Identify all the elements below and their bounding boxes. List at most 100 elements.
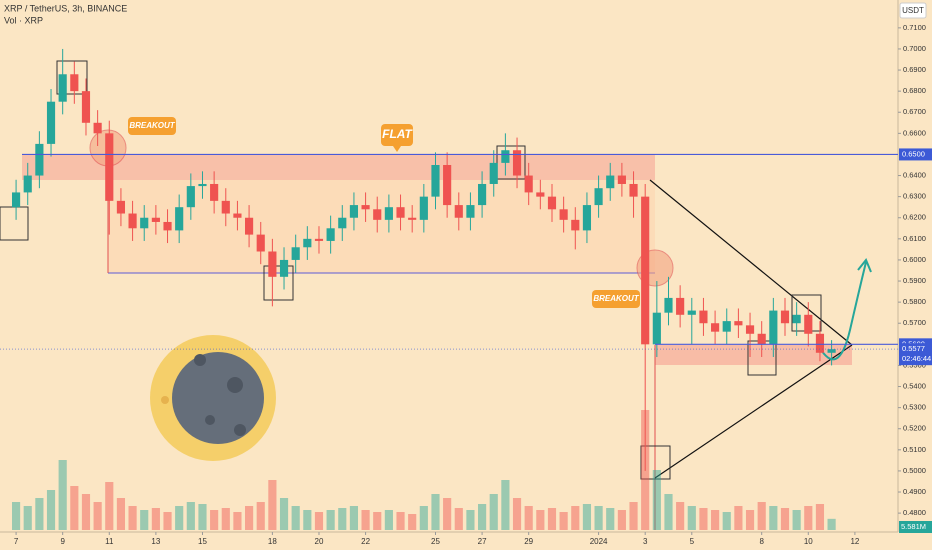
candle-body [93, 122, 102, 134]
candle-body [70, 74, 79, 92]
y-tick-label: 0.4800 [903, 508, 926, 517]
volume-bar [245, 506, 254, 530]
x-tick-label: 5 [690, 537, 695, 546]
candle-body [338, 217, 347, 229]
candle-body [757, 333, 766, 345]
volume-bar [198, 504, 207, 530]
candle-body [827, 349, 836, 353]
candle-body [175, 207, 184, 231]
x-tick-label: 9 [60, 537, 65, 546]
candle-body [547, 196, 557, 210]
candle-body [11, 192, 21, 208]
volume-bar [373, 512, 382, 530]
volume-bar [233, 512, 242, 530]
volume-bar [186, 502, 195, 530]
volume-bar [431, 494, 440, 530]
volume-bar [361, 510, 370, 530]
y-tick-label: 0.5400 [903, 382, 926, 391]
currency: USDT [902, 6, 924, 15]
candle-body [151, 217, 160, 222]
y-tick-label: 0.5200 [903, 424, 926, 433]
box [496, 145, 526, 180]
y-tick-label: 0.6900 [903, 65, 926, 74]
volume-value-label: 5.581M [901, 522, 926, 531]
y-tick-label: 0.4900 [903, 487, 926, 496]
x-tick-label: 10 [804, 537, 813, 546]
candle-body [23, 175, 32, 193]
x-tick-label: 15 [198, 537, 207, 546]
candle-body [711, 323, 720, 332]
volume-bar [58, 460, 67, 530]
volume-bar [279, 498, 289, 530]
volume-bar [443, 498, 452, 530]
x-tick-label: 18 [268, 537, 277, 546]
y-tick-label: 0.5000 [903, 466, 926, 475]
volume-bar [291, 506, 300, 530]
x-tick-label: 27 [478, 537, 487, 546]
candle-body [606, 175, 615, 189]
candle-body [524, 175, 533, 193]
volume-bar [419, 506, 428, 530]
candle-body [233, 213, 242, 218]
candle-body [536, 192, 545, 197]
candle-body [81, 91, 91, 123]
volume-bar [617, 510, 626, 530]
candle-body [769, 310, 778, 345]
y-tick-label: 0.5800 [903, 297, 926, 306]
volume-bar [687, 506, 696, 530]
y-tick-label: 0.6700 [903, 107, 926, 116]
volume-bar [349, 506, 359, 530]
candle-body [373, 209, 382, 220]
volume-bar [606, 508, 615, 530]
candle-body [105, 133, 114, 201]
volume-bar [163, 512, 172, 530]
candle-body [408, 217, 417, 220]
candle-body [140, 217, 149, 229]
candle-body [466, 205, 475, 218]
x-tick-label: 7 [14, 537, 19, 546]
level-tag [899, 148, 932, 161]
volume-bar [722, 512, 731, 530]
candle-body [419, 196, 428, 220]
candle-body [303, 238, 312, 248]
volume-bar [46, 490, 56, 530]
volume-bar [524, 506, 533, 530]
candle-body [780, 310, 790, 324]
volume-bar [478, 504, 487, 530]
volume-bar [582, 504, 592, 530]
last-price-tag [899, 343, 932, 366]
volume-bar [757, 502, 766, 530]
y-tick-label: 0.6800 [903, 86, 926, 95]
volume-bar [676, 502, 685, 530]
annotation: BREAKOUT [129, 121, 175, 130]
y-tick-label: 0.6400 [903, 171, 926, 180]
candle-body [489, 162, 498, 184]
volume-bar [175, 506, 184, 530]
x-tick-label: 3 [643, 537, 648, 546]
volume-bar [536, 510, 545, 530]
volume-bar [512, 498, 522, 530]
candle-body [664, 297, 673, 313]
price-axis [898, 0, 932, 550]
volume-bar [314, 512, 324, 530]
candle-body [186, 186, 195, 208]
candle-body [501, 150, 510, 163]
candle-body [804, 314, 813, 334]
x-tick-label: 2024 [590, 537, 608, 546]
candle-body [652, 312, 661, 345]
volume-bar [652, 470, 661, 530]
volume-bar [23, 506, 32, 530]
volume-bar [81, 494, 91, 530]
candle-body [722, 321, 731, 332]
box [56, 60, 88, 95]
volume-bar [384, 510, 393, 530]
y-tick-label: 0.5700 [903, 318, 926, 327]
crater [161, 396, 169, 404]
y-tick-label: 0.6300 [903, 192, 926, 201]
candle-body [559, 209, 568, 220]
volume-bar [140, 510, 149, 530]
annotation-box [128, 117, 176, 135]
crater [205, 415, 215, 425]
y-tick-label: 0.6200 [903, 213, 926, 222]
